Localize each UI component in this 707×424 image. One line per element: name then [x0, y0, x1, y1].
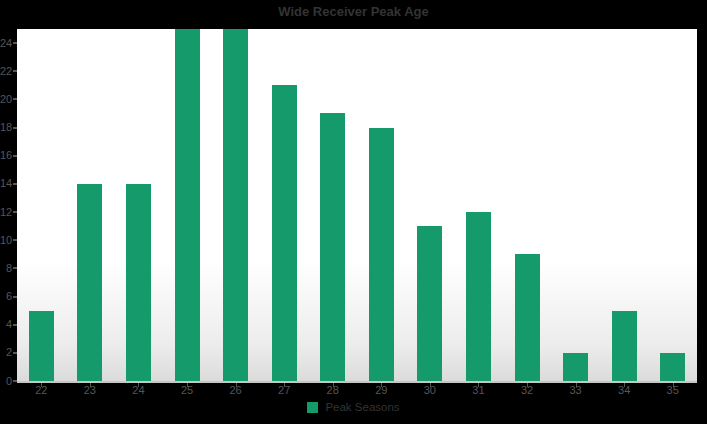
plot-area: [17, 29, 697, 383]
x-tick-mark: [138, 383, 139, 387]
bar-23: [77, 184, 102, 381]
chart-title: Wide Receiver Peak Age: [0, 4, 707, 19]
bars-container: [17, 29, 697, 381]
bar-34: [612, 311, 637, 381]
y-tick-label-24: 24: [0, 38, 12, 49]
bar-cell-24: [114, 29, 163, 381]
y-tick-label-16: 16: [0, 150, 12, 161]
bar-cell-25: [163, 29, 212, 381]
bar-cell-28: [308, 29, 357, 381]
y-tick-label-8: 8: [0, 263, 12, 274]
bar-cell-26: [211, 29, 260, 381]
y-tick-mark: [13, 183, 17, 185]
bar-31: [466, 212, 491, 381]
y-tick-label-0: 0: [0, 376, 12, 387]
bar-22: [29, 311, 54, 381]
bar-cell-27: [260, 29, 309, 381]
bar-cell-35: [649, 29, 698, 381]
y-tick-mark: [13, 155, 17, 157]
bar-29: [369, 128, 394, 381]
bar-cell-23: [66, 29, 115, 381]
y-tick-mark: [13, 324, 17, 326]
y-tick-label-10: 10: [0, 235, 12, 246]
bar-cell-31: [454, 29, 503, 381]
x-tick-mark: [478, 383, 479, 387]
y-tick-label-22: 22: [0, 66, 12, 77]
x-tick-mark: [381, 383, 382, 387]
bar-28: [320, 113, 345, 381]
y-tick-label-12: 12: [0, 207, 12, 218]
x-tick-mark: [576, 383, 577, 387]
x-tick-mark: [41, 383, 42, 387]
bar-26: [223, 29, 248, 381]
bar-cell-34: [600, 29, 649, 381]
bar-25: [175, 29, 200, 381]
y-tick-mark: [13, 267, 17, 269]
bar-cell-29: [357, 29, 406, 381]
bar-35: [660, 353, 685, 381]
y-tick-label-2: 2: [0, 347, 12, 358]
bar-cell-32: [503, 29, 552, 381]
x-tick-mark: [527, 383, 528, 387]
bar-cell-30: [406, 29, 455, 381]
y-tick-label-20: 20: [0, 94, 12, 105]
y-tick-mark: [13, 211, 17, 213]
y-tick-mark: [13, 296, 17, 298]
legend: Peak Seasons: [0, 401, 707, 413]
legend-label: Peak Seasons: [325, 401, 399, 413]
bar-30: [417, 226, 442, 381]
y-tick-mark: [13, 98, 17, 100]
x-tick-mark: [673, 383, 674, 387]
y-tick-mark: [13, 70, 17, 72]
x-tick-mark: [284, 383, 285, 387]
bar-24: [126, 184, 151, 381]
y-tick-mark: [13, 239, 17, 241]
chart-canvas: Wide Receiver Peak Age 02468101214161820…: [0, 0, 707, 424]
bar-27: [272, 85, 297, 381]
y-tick-mark: [13, 127, 17, 129]
y-tick-mark: [13, 42, 17, 44]
bar-cell-33: [551, 29, 600, 381]
y-tick-label-14: 14: [0, 178, 12, 189]
x-tick-mark: [430, 383, 431, 387]
y-tick-label-4: 4: [0, 319, 12, 330]
x-tick-mark: [90, 383, 91, 387]
bar-cell-22: [17, 29, 66, 381]
x-tick-mark: [236, 383, 237, 387]
x-tick-mark: [187, 383, 188, 387]
y-tick-mark: [13, 380, 17, 382]
legend-swatch: [307, 402, 318, 413]
bar-32: [515, 254, 540, 381]
y-tick-mark: [13, 352, 17, 354]
x-tick-mark: [333, 383, 334, 387]
bar-33: [563, 353, 588, 381]
y-tick-label-18: 18: [0, 122, 12, 133]
x-tick-mark: [624, 383, 625, 387]
y-tick-label-6: 6: [0, 291, 12, 302]
